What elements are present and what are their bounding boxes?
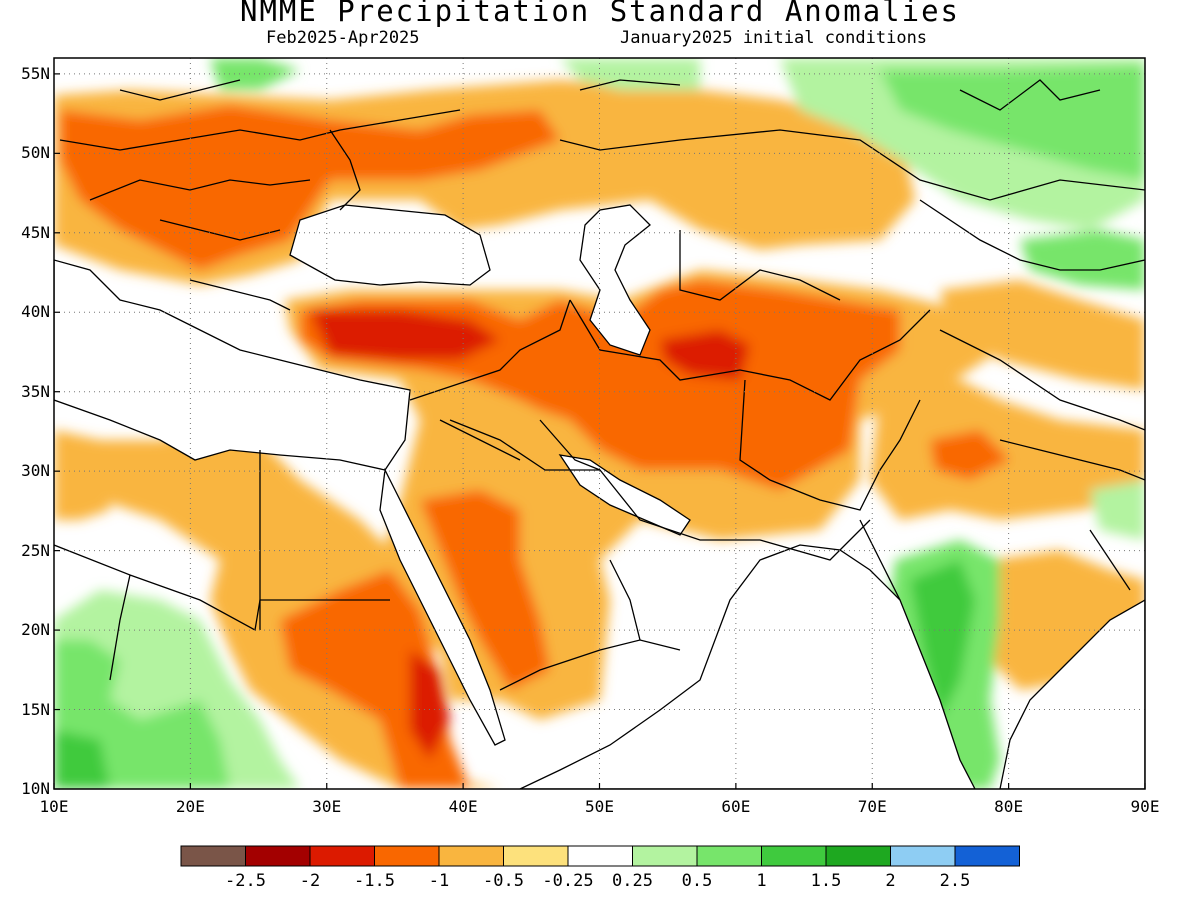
lon-tick-label: 30E (312, 797, 342, 816)
legend-swatch (245, 845, 311, 867)
lat-tick-label: 55N (21, 63, 50, 83)
lon-tick-label: 10E (39, 797, 69, 816)
lat-tick-label: 25N (21, 540, 50, 560)
lon-tick-label: 70E (857, 797, 887, 816)
legend-label: -2.5 (225, 871, 266, 891)
legend-swatch (374, 845, 440, 867)
lat-tick-label: 20N (21, 620, 50, 640)
legend-label: -1.5 (354, 871, 395, 891)
lat-tick-label: 45N (21, 222, 50, 242)
legend-swatch (761, 845, 827, 867)
legend-label: -0.5 (483, 871, 524, 891)
lon-tick-label: 50E (585, 797, 614, 816)
legend-label: 2.5 (940, 871, 971, 891)
lat-tick-label: 10N (21, 779, 50, 798)
lat-tick-label: 50N (21, 143, 50, 163)
legend-swatch (632, 845, 698, 867)
lon-tick-label: 60E (721, 797, 751, 816)
axis-ticks (53, 73, 1146, 790)
legend-label: 0.25 (612, 871, 653, 891)
legend-label: -1 (429, 871, 449, 891)
legend-swatch (309, 845, 375, 867)
legend-label: 2 (885, 871, 895, 891)
lat-tick-label: 35N (21, 381, 50, 401)
lat-tick-label: 30N (21, 461, 50, 481)
legend-label: -0.25 (542, 871, 593, 891)
legend-swatch (503, 845, 569, 867)
coastlines-and-borders (54, 79, 1145, 789)
legend-swatch (438, 845, 504, 867)
lon-tick-label: 80E (994, 797, 1024, 816)
color-legend: -2.5 -2 -1.5 -1 -0.5 -0.25 0.25 0.5 1 1.5 2 2.5 (180, 845, 1020, 891)
legend-swatch (567, 845, 633, 867)
legend-swatch (696, 845, 762, 867)
legend-label: 1.5 (811, 871, 842, 891)
legend-swatch (954, 845, 1020, 867)
legend-label: 1 (756, 871, 766, 891)
lat-tick-label: 40N (21, 302, 50, 322)
initial-conditions: January2025 initial conditions (620, 28, 928, 48)
lon-tick-label: 40E (448, 797, 478, 816)
lat-tick-label: 15N (21, 699, 50, 719)
legend-swatch (825, 845, 891, 867)
legend-swatch (890, 845, 956, 867)
forecast-period: Feb2025-Apr2025 (266, 28, 420, 48)
legend-label: 0.5 (682, 871, 713, 891)
legend-label: -2 (300, 871, 320, 891)
lon-tick-label: 90E (1130, 797, 1160, 816)
lon-tick-label: 20E (175, 797, 205, 816)
legend-swatch (180, 845, 246, 867)
lat-lon-grid (54, 58, 1145, 789)
map-title: NMME Precipitation Standard Anomalies (239, 0, 960, 28)
